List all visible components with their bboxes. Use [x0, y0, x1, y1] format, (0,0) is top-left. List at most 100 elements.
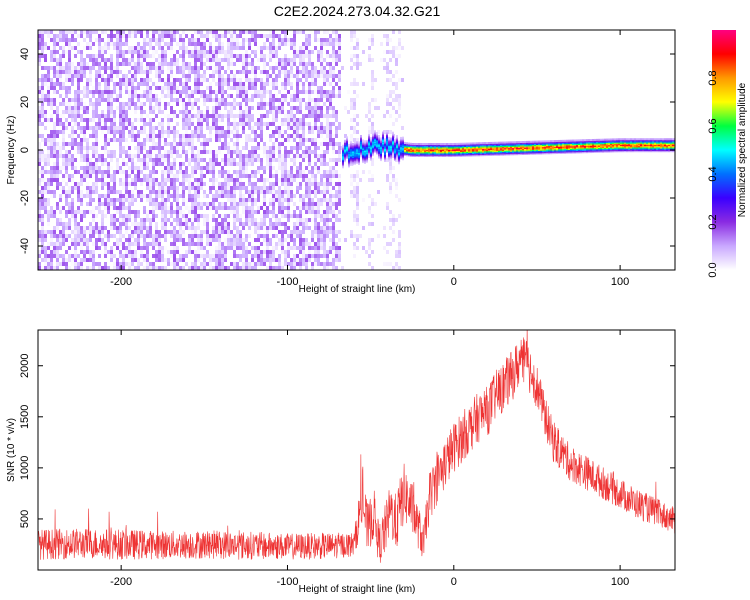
spectrogram-cell	[260, 174, 263, 178]
spectrogram-cell	[194, 70, 197, 74]
spectrogram-cell	[236, 34, 239, 38]
spectrogram-cell	[119, 178, 122, 182]
spectrogram-cell	[89, 194, 92, 198]
spectrogram-cell	[125, 178, 128, 182]
spectrogram-cell	[68, 122, 71, 126]
spectrogram-cell	[338, 54, 341, 58]
spectrogram-cell	[146, 98, 149, 102]
spectrogram-cell	[128, 262, 131, 266]
spectrogram-cell	[269, 46, 272, 50]
spectrogram-cell	[281, 162, 284, 166]
spectrogram-cell	[44, 234, 47, 238]
spectrogram-cell	[122, 114, 125, 118]
spectrogram-cell	[245, 246, 248, 250]
spectrogram-cell	[194, 206, 197, 210]
spectrogram-signal-cell	[378, 143, 380, 146]
spectrogram-cell	[320, 158, 323, 162]
spectrogram-cell	[110, 198, 113, 202]
spectrogram-cell	[272, 86, 275, 90]
spectrogram-cell	[269, 146, 272, 150]
spectrogram-cell	[176, 214, 179, 218]
spectrogram-cell	[245, 138, 248, 142]
spectrogram-cell	[272, 246, 275, 250]
spectrogram-cell	[299, 198, 302, 202]
spectrogram-cell	[224, 242, 227, 246]
spectrogram-signal-cell	[366, 152, 368, 155]
spectrogram-cell	[176, 30, 179, 34]
spectrogram-cell	[167, 66, 170, 70]
spectrogram-cell	[326, 234, 329, 238]
spectrogram-cell	[83, 126, 86, 130]
spectrogram-cell	[221, 194, 224, 198]
spectrogram-cell	[203, 138, 206, 142]
spectrogram-cell	[218, 174, 221, 178]
spectrogram-cell	[107, 90, 110, 94]
spectrogram-cell	[215, 254, 218, 258]
spectrogram-cell	[263, 66, 266, 70]
spectrogram-cell	[338, 258, 341, 262]
spectrogram-cell	[251, 94, 254, 98]
spectrogram-cell	[116, 262, 119, 266]
spectrogram-cell	[116, 266, 119, 270]
spectrogram-cell	[122, 42, 125, 46]
spectrogram-cell	[248, 158, 251, 162]
spectrogram-signal-cell	[368, 147, 370, 150]
spectrogram-cell	[116, 38, 119, 42]
spectrogram-cell	[122, 130, 125, 134]
spectrogram-cell	[353, 54, 356, 58]
spectrogram-cell	[56, 234, 59, 238]
spectrogram-cell	[134, 118, 137, 122]
spectrogram-cell	[158, 138, 161, 142]
spectrogram-cell	[254, 198, 257, 202]
spectrogram-cell	[239, 246, 242, 250]
spectrogram-cell	[311, 262, 314, 266]
spectrogram-cell	[215, 150, 218, 154]
spectrogram-cell	[302, 114, 305, 118]
spectrogram-cell	[137, 158, 140, 162]
spectrogram-cell	[140, 50, 143, 54]
spectrogram-signal-cell	[386, 146, 388, 149]
spectrogram-cell	[224, 174, 227, 178]
spectrogram-cell	[281, 94, 284, 98]
spectrogram-cell	[233, 238, 236, 242]
spectrogram-cell	[362, 246, 365, 250]
spectrogram-cell	[128, 182, 131, 186]
spectrogram-cell	[194, 262, 197, 266]
spectrogram-cell	[182, 90, 185, 94]
spectrogram-cell	[233, 262, 236, 266]
spectrogram-cell	[281, 106, 284, 110]
spectrogram-cell	[38, 34, 41, 38]
spectrogram-cell	[71, 190, 74, 194]
spectrogram-cell	[356, 222, 359, 226]
spectrogram-cell	[167, 94, 170, 98]
spectrogram-cell	[116, 34, 119, 38]
spectrogram-cell	[167, 262, 170, 266]
spectrogram-cell	[236, 186, 239, 190]
spectrogram-cell	[296, 134, 299, 138]
spectrogram-signal-cell	[370, 150, 372, 153]
spectrogram-cell	[155, 238, 158, 242]
spectrogram-cell	[134, 174, 137, 178]
spectrogram-cell	[221, 242, 224, 246]
spectrogram-cell	[278, 42, 281, 46]
spectrogram-cell	[263, 194, 266, 198]
spectrogram-cell	[203, 46, 206, 50]
spectrogram-cell	[158, 142, 161, 146]
spectrogram-signal-cell	[392, 142, 394, 145]
spectrogram-cell	[191, 218, 194, 222]
spectrogram-signal-cell	[368, 137, 370, 140]
spectrogram-signal-cell	[344, 145, 346, 148]
spectrogram-cell	[140, 194, 143, 198]
spectrogram-cell	[134, 106, 137, 110]
spectrogram-cell	[77, 242, 80, 246]
spectrogram-cell	[113, 138, 116, 142]
spectrogram-cell	[299, 174, 302, 178]
spectrogram-cell	[149, 230, 152, 234]
spectrogram-cell	[125, 106, 128, 110]
spectrogram-cell	[80, 66, 83, 70]
spectrogram-cell	[140, 150, 143, 154]
spectrogram-cell	[206, 58, 209, 62]
spectrogram-cell	[74, 38, 77, 42]
spectrogram-cell	[56, 146, 59, 150]
spectrogram-cell	[212, 118, 215, 122]
